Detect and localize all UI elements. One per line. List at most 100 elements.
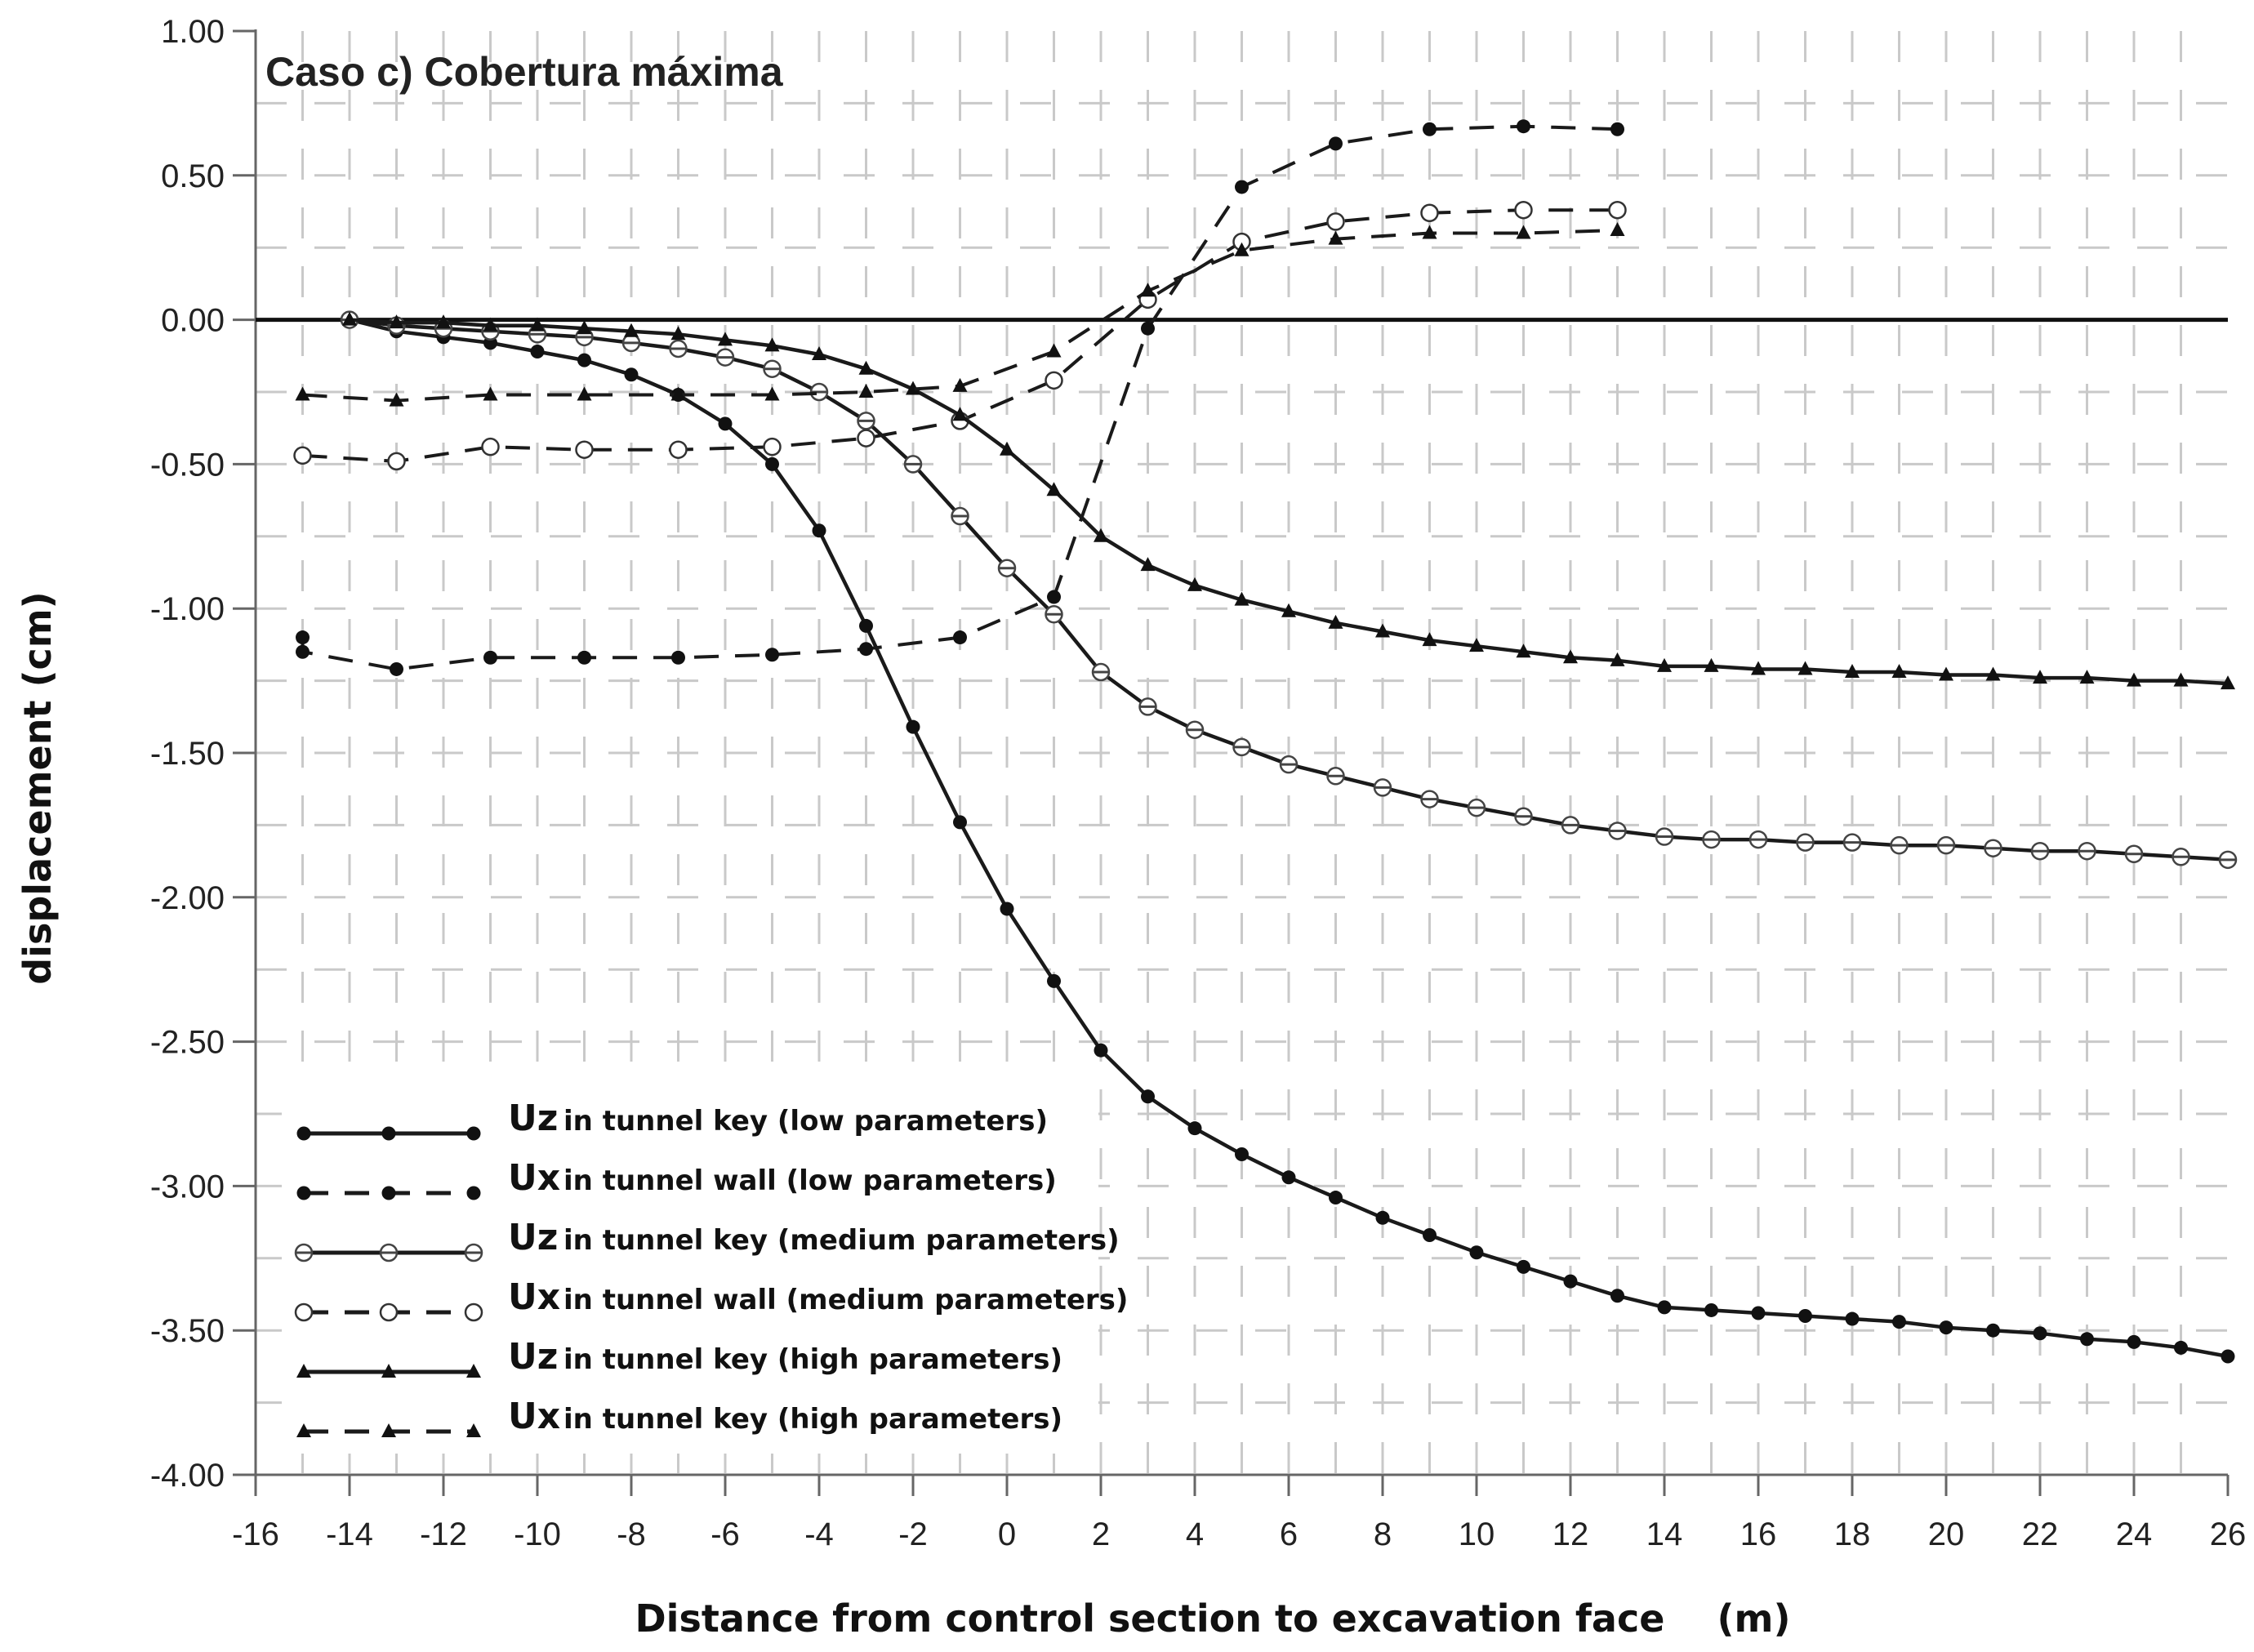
data-point [1467, 798, 1486, 817]
data-point [858, 384, 874, 398]
y-tick-label: -2.50 [150, 1025, 225, 1061]
legend-entry-2: Ux in tunnel wall (low parameters) [296, 1157, 1057, 1200]
data-point [1563, 1274, 1578, 1289]
x-tick-label: -12 [420, 1516, 467, 1552]
data-point [1516, 643, 1531, 658]
data-point [464, 1302, 483, 1322]
data-point [1329, 1191, 1343, 1205]
x-tick-label: 14 [1646, 1516, 1683, 1552]
data-point [1235, 1147, 1249, 1162]
data-point [483, 650, 497, 665]
data-point [466, 1423, 481, 1437]
data-point [1373, 778, 1392, 797]
data-point [1561, 816, 1580, 835]
legend-label: in tunnel wall (medium parameters) [564, 1284, 1128, 1316]
data-point [1936, 835, 1956, 855]
data-point [1469, 638, 1484, 652]
data-point [765, 648, 779, 662]
data-point [1890, 835, 1909, 855]
series-6 [295, 221, 1625, 407]
y-tick-label: 0.50 [161, 158, 225, 194]
series-line [301, 124, 1618, 671]
y-tick-label: -1.50 [150, 736, 225, 772]
data-point [953, 815, 967, 830]
data-point [1047, 590, 1061, 604]
data-point [1704, 657, 1719, 672]
data-point [624, 367, 639, 382]
legend-entry-4: Ux in tunnel wall (medium parameters) [294, 1276, 1128, 1322]
legend-label: in tunnel wall (low parameters) [564, 1164, 1057, 1197]
data-point [1751, 661, 1766, 675]
data-point [483, 386, 498, 401]
data-point [575, 440, 594, 459]
data-point [294, 1243, 314, 1262]
legend-symbol: Uz [508, 1217, 558, 1258]
data-point [671, 650, 685, 665]
data-point [342, 311, 357, 326]
data-point [953, 630, 967, 645]
data-point [1420, 203, 1439, 223]
x-axis-title: Distance from control section to excavat… [635, 1596, 1791, 1641]
data-point [951, 506, 969, 526]
x-tick-label: 8 [1374, 1516, 1392, 1552]
y-tick-label: -0.50 [150, 447, 225, 483]
legend-label: in tunnel key (high parameters) [564, 1343, 1062, 1376]
data-point [1375, 1210, 1390, 1225]
data-point [1986, 1323, 2000, 1338]
data-point [763, 437, 782, 456]
data-point [1279, 755, 1298, 774]
data-point [296, 1364, 311, 1378]
data-point [1657, 1300, 1672, 1315]
data-point [481, 437, 500, 456]
data-point [1326, 212, 1345, 231]
data-point [1704, 1302, 1718, 1317]
data-point [296, 1126, 311, 1141]
data-point [381, 1423, 396, 1437]
data-point [2127, 1334, 2141, 1349]
data-point [670, 326, 686, 341]
data-point [1047, 973, 1061, 988]
data-point [1939, 666, 1953, 681]
x-tick-label: -6 [710, 1516, 740, 1552]
data-point [390, 661, 403, 676]
data-point [2172, 848, 2190, 866]
data-point [1984, 839, 2002, 857]
data-point [1516, 225, 1531, 239]
data-point [857, 429, 875, 448]
data-point [997, 559, 1017, 577]
data-point [1796, 833, 1815, 852]
data-point [1655, 827, 1674, 846]
data-point [1235, 180, 1249, 194]
x-tick-label: 26 [2210, 1516, 2247, 1552]
data-point [379, 1243, 399, 1262]
legend-entry-3: Uz in tunnel key (medium parameters) [294, 1217, 1120, 1262]
data-point [1985, 666, 2001, 681]
legend-label: in tunnel key (medium parameters) [564, 1224, 1120, 1257]
x-tick-label: 10 [1459, 1516, 1495, 1552]
data-point [2080, 1332, 2094, 1347]
data-point [1140, 283, 1156, 297]
data-point [812, 523, 826, 538]
data-point [436, 314, 451, 329]
legend-entry-1: Uz in tunnel key (low parameters) [296, 1098, 1048, 1141]
data-point [294, 1302, 314, 1322]
y-axis-title: displacement (cm) [16, 591, 60, 984]
data-point [2033, 670, 2047, 684]
data-point [669, 339, 688, 358]
data-point [1140, 557, 1156, 572]
data-point [1422, 225, 1437, 239]
series-5 [342, 311, 2235, 690]
data-point [1045, 605, 1063, 624]
data-point [1797, 661, 1813, 675]
x-tick-label: 4 [1186, 1516, 1204, 1552]
data-point [857, 412, 875, 430]
data-point [466, 1186, 481, 1200]
data-point [387, 452, 406, 471]
legend-symbol: Uz [508, 1098, 558, 1139]
series-3 [340, 310, 2238, 870]
data-point [952, 377, 968, 392]
data-point [296, 1186, 311, 1200]
data-point [379, 1302, 399, 1322]
data-point [577, 386, 592, 401]
data-point [670, 386, 686, 401]
